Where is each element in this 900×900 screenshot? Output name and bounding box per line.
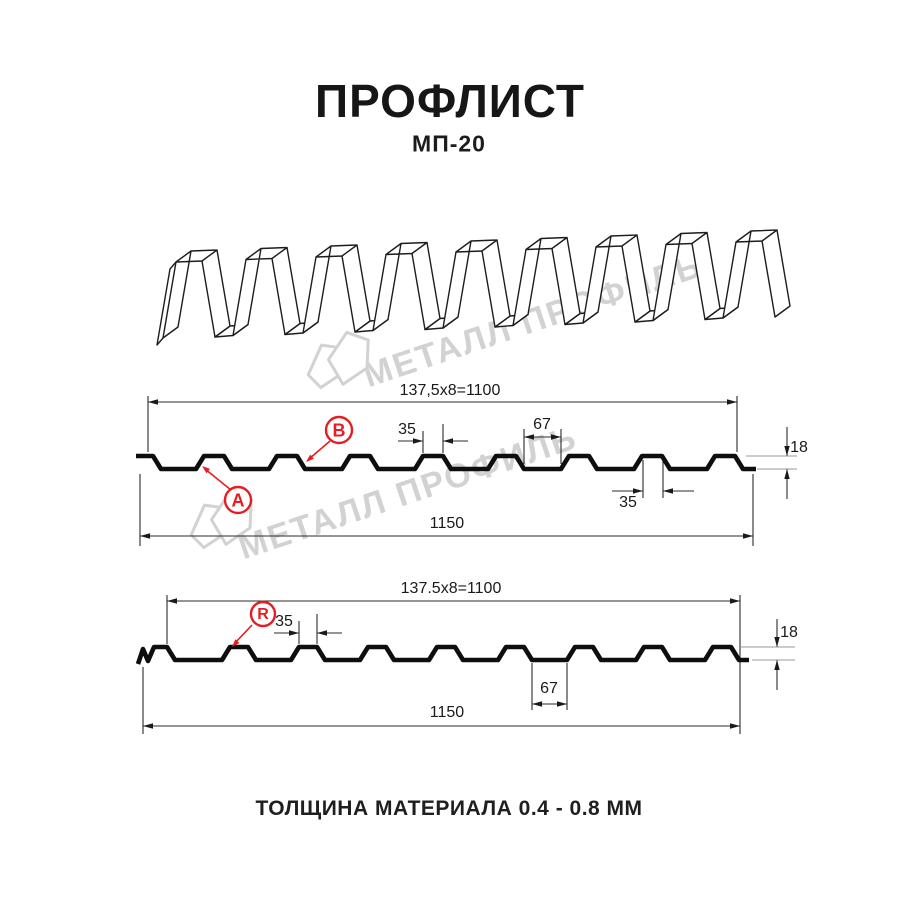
page-title: ПРОФЛИСТ bbox=[315, 75, 585, 127]
footer-material-thickness: ТОЛЩИНА МАТЕРИАЛА 0.4 - 0.8 ММ bbox=[255, 797, 643, 820]
dim-overall-width-top: 1150 bbox=[429, 515, 465, 532]
3d-cut-edge bbox=[156, 261, 177, 346]
dim-rib-bottom-width-top: 35 bbox=[619, 494, 637, 511]
dim-valley-width-top: 67 bbox=[533, 416, 551, 433]
dim-height-top: 18 bbox=[790, 439, 808, 456]
dimension-lines bbox=[139, 396, 788, 734]
profile-3d-drawing bbox=[156, 229, 791, 346]
profile-section-top-outline bbox=[136, 453, 756, 472]
zone-label-a: A bbox=[231, 490, 245, 511]
3d-rib-faces bbox=[162, 229, 791, 339]
dim-overall-width-bottom: 1150 bbox=[429, 704, 465, 721]
zone-label-markers bbox=[204, 415, 354, 644]
zone-label-b: B bbox=[332, 420, 346, 441]
profile-section-bottom-outline bbox=[135, 644, 749, 665]
label-b-circle bbox=[324, 415, 354, 445]
metal-profil-logo-icon bbox=[306, 330, 370, 390]
zone-label-r: R bbox=[257, 606, 269, 623]
page-subtitle: МП-20 bbox=[412, 130, 486, 157]
dim-valley-width-bottom: 67 bbox=[540, 680, 558, 697]
label-r-circle bbox=[249, 600, 277, 628]
dim-height-bottom: 18 bbox=[780, 624, 798, 641]
dim-module-bottom: 137.5x8=1100 bbox=[400, 580, 502, 597]
label-a-circle bbox=[223, 485, 253, 515]
dim-module-top: 137,5x8=1100 bbox=[399, 382, 501, 399]
height-reference-lines bbox=[740, 455, 797, 661]
dim-rib-top-width-bottom: 35 bbox=[275, 613, 293, 630]
label-leader-lines bbox=[204, 440, 331, 644]
dimension-arrowheads bbox=[140, 399, 790, 729]
dim-rib-top-width-top: 35 bbox=[398, 421, 416, 438]
